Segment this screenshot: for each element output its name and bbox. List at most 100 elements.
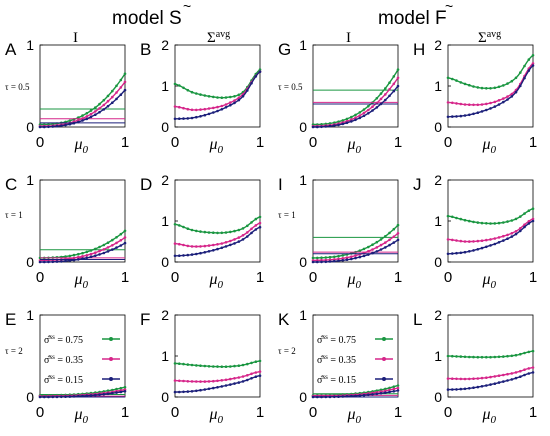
series-point-L-0-8 [480, 355, 484, 359]
series-point-G-2-17 [384, 98, 387, 102]
series-point-J-2-9 [485, 245, 488, 249]
series-point-C-2-5 [60, 260, 63, 263]
series-point-A-0-14 [98, 102, 101, 106]
series-point-F-2-7 [203, 388, 207, 391]
series-point-B-2-6 [199, 115, 202, 118]
series-point-J-1-10 [489, 238, 492, 241]
series-point-J-2-4 [463, 250, 467, 254]
series-point-L-1-12 [497, 374, 501, 378]
series-point-D-2-6 [199, 251, 202, 255]
series-point-B-0-20 [258, 68, 262, 71]
col-title-I-left: I [73, 30, 78, 46]
series-point-E-2-6 [64, 395, 67, 399]
xaxis-label-K: μ0 [347, 406, 362, 426]
panel-letter-E: E [5, 310, 16, 329]
series-point-I-2-13 [367, 253, 370, 256]
series-point-J-0-14 [506, 220, 509, 223]
series-point-D-2-13 [229, 243, 232, 247]
series-point-L-0-10 [489, 355, 492, 359]
series-point-A-2-14 [98, 110, 101, 114]
series-point-A-1-16 [106, 99, 110, 103]
series-point-I-0-14 [371, 243, 374, 246]
series-point-H-1-10 [489, 101, 492, 105]
series-point-F-2-6 [199, 388, 202, 392]
series-point-I-0-2 [320, 256, 323, 260]
series-point-I-2-0 [311, 260, 315, 264]
series-point-F-0-20 [258, 359, 262, 363]
series-point-L-0-3 [459, 355, 463, 358]
series-point-J-2-20 [531, 219, 535, 223]
series-point-H-2-11 [493, 105, 497, 108]
series-point-B-0-1 [178, 84, 181, 87]
series-point-K-2-10 [354, 394, 357, 398]
series-point-K-2-5 [333, 395, 336, 399]
series-point-I-1-8 [345, 256, 349, 259]
series-point-I-2-8 [345, 258, 349, 262]
xtick-label-K-1: 1 [394, 404, 402, 421]
series-point-F-1-7 [203, 380, 207, 383]
series-point-C-2-9 [77, 258, 80, 261]
series-point-L-2-0 [446, 388, 450, 391]
model-f-tilde: ~ [445, 0, 453, 14]
series-point-D-1-12 [224, 241, 228, 244]
series-point-C-0-15 [102, 243, 106, 247]
series-point-L-1-14 [506, 372, 509, 376]
series-point-D-0-3 [186, 227, 190, 230]
series-point-G-2-20 [396, 84, 400, 88]
col-title-I-right: I [346, 30, 351, 46]
series-point-C-0-12 [89, 249, 93, 252]
series-point-C-1-20 [123, 236, 127, 239]
series-point-L-2-18 [523, 373, 526, 377]
series-point-K-2-1 [316, 395, 319, 399]
series-point-C-2-0 [38, 260, 42, 264]
series-point-B-0-0 [173, 82, 177, 86]
ytick-label-I-1: 1 [299, 172, 307, 188]
series-point-J-1-7 [476, 239, 480, 243]
series-point-E-2-3 [51, 395, 55, 399]
series-point-G-2-0 [311, 125, 315, 129]
series-point-H-1-11 [493, 100, 497, 104]
series-point-F-0-2 [182, 362, 185, 366]
series-point-D-2-3 [186, 253, 190, 257]
ytick-label-F-0: 0 [161, 389, 169, 405]
series-point-I-0-5 [333, 255, 336, 259]
series-point-A-2-6 [64, 123, 67, 127]
panel-letter-B: B [140, 40, 151, 59]
series-point-L-0-15 [510, 354, 514, 358]
series-point-A-2-11 [85, 117, 89, 121]
series-point-H-0-4 [463, 82, 467, 86]
series-point-L-2-6 [472, 386, 475, 390]
series-point-L-0-17 [519, 352, 522, 356]
series-point-D-0-5 [195, 229, 198, 233]
series-point-B-2-14 [233, 101, 236, 105]
series-point-L-1-3 [459, 377, 463, 381]
panel-frame-J [447, 179, 534, 263]
series-point-B-1-5 [195, 108, 198, 112]
series-point-J-1-18 [523, 223, 526, 226]
xtick-label-C-0: 0 [36, 269, 44, 286]
series-point-C-0-16 [106, 241, 110, 244]
series-point-A-0-16 [106, 94, 110, 98]
series-point-J-1-13 [502, 234, 505, 238]
series-point-K-2-2 [320, 395, 323, 399]
series-point-K-2-6 [337, 395, 340, 399]
series-point-I-0-3 [324, 256, 328, 259]
panel-letter-C: C [5, 175, 17, 194]
series-point-L-2-3 [459, 387, 463, 391]
series-point-A-0-18 [115, 84, 118, 88]
series-point-I-0-1 [316, 256, 319, 260]
series-point-D-1-0 [173, 242, 177, 245]
series-point-E-2-20 [123, 390, 127, 393]
series-point-D-1-18 [250, 227, 253, 231]
series-point-G-0-13 [367, 104, 370, 108]
series-point-D-1-13 [229, 239, 232, 243]
series-point-D-0-19 [254, 217, 258, 221]
xaxis-label-G: μ0 [347, 136, 362, 156]
series-point-D-0-6 [199, 230, 202, 233]
series-point-C-1-13 [94, 251, 97, 254]
xtick-label-A-1: 1 [121, 134, 129, 151]
ytick-label-J-2: 2 [434, 172, 442, 188]
series-point-H-2-12 [497, 103, 501, 106]
series-point-L-1-20 [531, 366, 535, 369]
